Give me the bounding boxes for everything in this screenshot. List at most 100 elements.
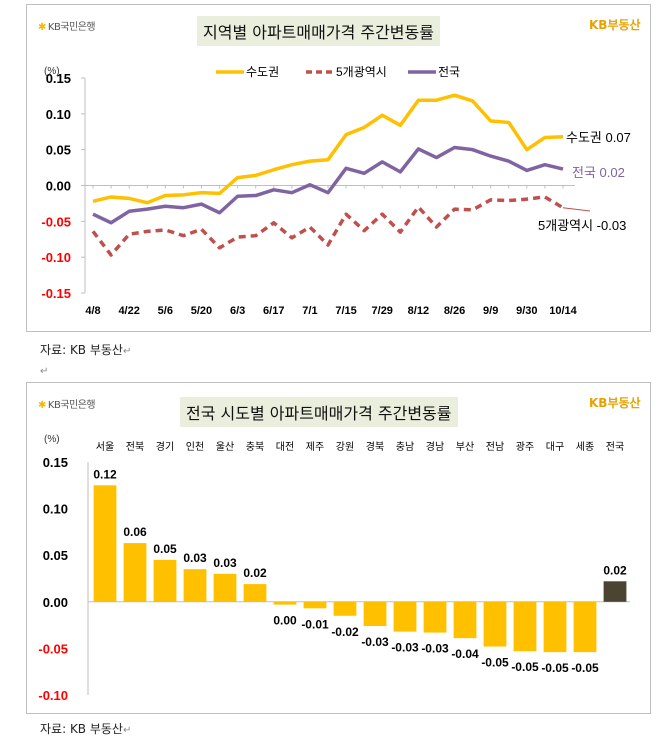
- bar-경북: [363, 601, 387, 627]
- data-label: -0.01: [301, 617, 329, 631]
- bar-대전: [273, 601, 297, 605]
- y-tick-label: 0.10: [46, 107, 71, 122]
- paragraph-mark-icon: ↵: [40, 366, 49, 377]
- legend-label-0: 수도권: [246, 65, 279, 79]
- x-tick-label: 9/30: [516, 305, 537, 317]
- bar-경기: [153, 559, 177, 602]
- x-tick-label: 7/15: [335, 305, 356, 317]
- bar-전남: [483, 601, 507, 647]
- category-label: 인천: [186, 441, 204, 453]
- line-chart-panel: [26, 4, 651, 332]
- bar-경남: [423, 601, 447, 633]
- y-tick-label: -0.10: [38, 688, 68, 703]
- data-label: 0.02: [243, 566, 267, 580]
- category-label: 세종: [576, 441, 594, 453]
- return-mark-icon: ↵: [122, 346, 132, 357]
- category-label: 제주: [306, 441, 324, 453]
- y-tick-label: 0.10: [43, 502, 68, 517]
- bar-chart-title: 전국 시도별 아파트매매가격 주간변동률: [180, 397, 458, 427]
- bar-세종: [573, 601, 597, 653]
- caption-text: 자료: KB 부동산: [40, 343, 123, 357]
- data-label: 0.03: [213, 556, 237, 570]
- data-label: 0.02: [603, 563, 627, 577]
- data-label: -0.04: [451, 647, 479, 661]
- bar-인천: [183, 569, 207, 602]
- bar-전북: [123, 543, 147, 602]
- x-tick-label: 7/1: [302, 305, 317, 317]
- kb-bank-logo-2: ✱ KB국민은행: [38, 396, 96, 411]
- category-label: 부산: [456, 441, 474, 453]
- y-unit-label: (%): [44, 434, 60, 445]
- kb-star-icon: ✱: [38, 400, 46, 411]
- bank-logo-text: KB국민은행: [47, 22, 96, 33]
- return-mark-icon: ↵: [122, 725, 132, 736]
- bar-제주: [303, 601, 327, 609]
- y-unit-label: (%): [44, 66, 60, 77]
- bar-서울: [93, 485, 117, 602]
- line-chart-title: 지역별 아파트매매가격 주간변동률: [197, 16, 440, 46]
- legend-label-2: 전국: [438, 65, 460, 79]
- x-tick-label: 8/12: [408, 305, 429, 317]
- data-label: -0.05: [481, 656, 509, 670]
- data-label: 0.03: [183, 551, 207, 565]
- category-label: 대구: [546, 441, 564, 453]
- category-label: 경남: [426, 440, 444, 453]
- y-tick-label: 0.15: [46, 71, 71, 86]
- category-label: 울산: [216, 441, 234, 453]
- x-tick-label: 8/26: [444, 305, 465, 317]
- y-tick-label: -0.05: [38, 641, 68, 656]
- source-caption-2: 자료: KB 부동산↵: [40, 720, 131, 737]
- caption-text: 자료: KB 부동산: [40, 722, 123, 736]
- bar-chart: (%) 0.15 0.10 0.05 0.00 -0.05 -0.10 서울 0.12 전북 0.0…: [38, 434, 630, 703]
- y-tick-label: 0.05: [46, 143, 71, 158]
- bank-logo-text: KB국민은행: [47, 400, 96, 411]
- x-tick-label: 6/3: [230, 305, 245, 317]
- category-label: 서울: [96, 441, 114, 453]
- kb-real-estate-logo-2: KB부동산: [589, 396, 641, 410]
- category-label: 전북: [126, 441, 144, 453]
- x-tick-label: 4/8: [85, 305, 100, 317]
- bar-충남: [393, 601, 417, 632]
- bar-울산: [213, 573, 237, 602]
- data-label: 0.12: [93, 467, 117, 481]
- legend-label-1: 5개광역시: [336, 65, 387, 79]
- data-label: -0.05: [541, 661, 569, 675]
- category-label: 충북: [246, 441, 264, 453]
- y-tick-label: -0.05: [41, 214, 71, 229]
- x-tick-label: 6/17: [263, 305, 284, 317]
- category-label: 전국: [606, 441, 624, 453]
- data-label: -0.05: [511, 660, 539, 674]
- category-label: 전남: [486, 441, 504, 453]
- source-caption: 자료: KB 부동산↵: [40, 341, 131, 358]
- end-label-capital: 수도권 0.07: [566, 130, 631, 145]
- kb-star-icon: ✱: [38, 22, 46, 33]
- bar-전국: [603, 581, 627, 602]
- end-label-metro5: 5개광역시 -0.03: [538, 218, 626, 233]
- kb-bank-logo: ✱ KB국민은행: [38, 18, 96, 33]
- category-label: 광주: [516, 441, 534, 453]
- data-label: -0.03: [391, 641, 419, 655]
- y-tick-label: -0.15: [41, 286, 71, 301]
- end-label-national: 전국 0.02: [572, 165, 625, 180]
- x-tick-label: 5/20: [191, 305, 212, 317]
- category-label: 충남: [396, 441, 414, 453]
- kb-real-estate-logo: KB부동산: [589, 18, 641, 32]
- x-tick-label: 9/9: [483, 305, 498, 317]
- x-tick-label: 10/14: [549, 305, 577, 317]
- bar-충북: [243, 584, 267, 602]
- line-chart: (%)0.15 0.10 0.05 0.00 -0.05 -0.10 -0.15 4/8 4/2…: [41, 65, 631, 317]
- y-tick-label: 0.15: [43, 455, 68, 470]
- category-label: 대전: [276, 441, 294, 453]
- data-label: 0.05: [153, 542, 177, 556]
- y-tick-label: 0.05: [43, 548, 68, 563]
- x-tick-label: 7/29: [372, 305, 393, 317]
- category-label: 경기: [156, 440, 174, 453]
- y-tick-label: 0.00: [43, 595, 68, 610]
- leader-line: [562, 207, 591, 212]
- data-label: -0.05: [571, 661, 599, 675]
- category-label: 강원: [336, 441, 354, 453]
- data-label: -0.02: [331, 625, 359, 639]
- data-label: 0.00: [273, 614, 297, 628]
- category-label: 경북: [366, 440, 384, 453]
